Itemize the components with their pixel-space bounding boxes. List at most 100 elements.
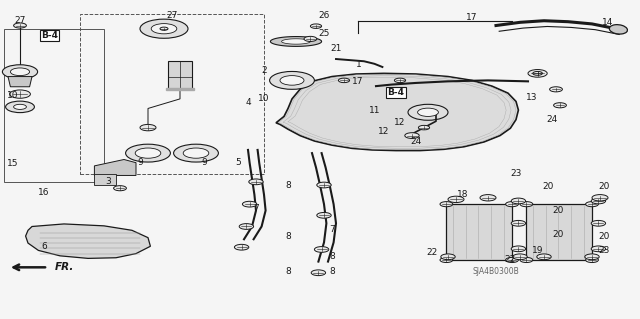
- Text: 20: 20: [542, 182, 554, 191]
- Polygon shape: [282, 39, 310, 44]
- Circle shape: [550, 87, 563, 92]
- Text: 17: 17: [467, 13, 477, 22]
- Circle shape: [3, 65, 38, 79]
- Circle shape: [591, 220, 605, 226]
- Circle shape: [591, 246, 605, 252]
- Text: 16: 16: [38, 189, 50, 197]
- Text: 21: 21: [330, 44, 342, 53]
- Circle shape: [520, 257, 532, 263]
- Circle shape: [13, 23, 26, 28]
- Bar: [80, 14, 264, 174]
- Bar: [4, 29, 104, 182]
- Bar: [526, 204, 592, 260]
- Circle shape: [585, 254, 599, 260]
- Circle shape: [339, 78, 349, 83]
- Circle shape: [125, 144, 170, 162]
- Text: 26: 26: [318, 11, 330, 20]
- Circle shape: [269, 71, 314, 89]
- Text: 7: 7: [329, 225, 335, 234]
- Circle shape: [586, 257, 598, 263]
- Circle shape: [114, 186, 127, 191]
- Ellipse shape: [609, 25, 627, 34]
- Circle shape: [586, 202, 598, 207]
- Circle shape: [234, 244, 249, 250]
- Text: 8: 8: [285, 232, 291, 241]
- Circle shape: [480, 195, 496, 201]
- Circle shape: [417, 108, 438, 116]
- Text: 7: 7: [253, 204, 259, 213]
- Circle shape: [10, 68, 29, 76]
- Text: 24: 24: [547, 115, 557, 124]
- Text: 23: 23: [510, 169, 522, 178]
- Text: 12: 12: [378, 127, 390, 136]
- Text: 8: 8: [285, 181, 291, 189]
- Circle shape: [592, 195, 608, 201]
- Text: 15: 15: [7, 159, 19, 168]
- Circle shape: [440, 202, 453, 207]
- Circle shape: [10, 90, 31, 98]
- Text: 8: 8: [329, 267, 335, 276]
- Circle shape: [160, 27, 168, 30]
- Circle shape: [591, 198, 605, 204]
- Bar: [447, 204, 512, 260]
- Text: 8: 8: [285, 267, 291, 276]
- Text: 9: 9: [201, 158, 207, 167]
- Polygon shape: [276, 73, 518, 151]
- Circle shape: [314, 247, 329, 252]
- Text: 18: 18: [457, 190, 468, 199]
- Text: 22: 22: [505, 255, 516, 263]
- Text: B-4: B-4: [387, 88, 404, 97]
- Text: 27: 27: [14, 16, 26, 25]
- Circle shape: [511, 220, 525, 226]
- Text: 5: 5: [236, 158, 241, 167]
- Text: 23: 23: [598, 246, 610, 255]
- Circle shape: [419, 125, 429, 130]
- Text: FR.: FR.: [54, 262, 74, 272]
- Circle shape: [310, 24, 322, 28]
- Circle shape: [441, 254, 455, 260]
- Circle shape: [249, 179, 263, 185]
- Polygon shape: [271, 37, 322, 46]
- Text: 4: 4: [245, 98, 251, 107]
- Circle shape: [506, 257, 518, 263]
- Text: 25: 25: [318, 29, 330, 38]
- Circle shape: [513, 254, 527, 260]
- Text: 22: 22: [426, 248, 438, 257]
- Circle shape: [511, 198, 525, 204]
- Circle shape: [520, 202, 532, 207]
- Circle shape: [243, 201, 257, 207]
- Text: 1: 1: [356, 60, 361, 69]
- Circle shape: [317, 182, 332, 188]
- Text: 27: 27: [166, 11, 178, 20]
- Text: 6: 6: [41, 242, 47, 251]
- Polygon shape: [166, 88, 193, 90]
- Text: 12: 12: [394, 118, 406, 127]
- Polygon shape: [8, 77, 32, 87]
- Text: 19: 19: [532, 246, 543, 255]
- Text: 10: 10: [259, 94, 269, 103]
- Polygon shape: [95, 160, 136, 175]
- Text: 13: 13: [526, 93, 538, 102]
- Circle shape: [408, 104, 448, 120]
- Circle shape: [183, 148, 209, 158]
- Text: 20: 20: [598, 232, 610, 241]
- Circle shape: [528, 70, 547, 77]
- Text: SJA4B0300B: SJA4B0300B: [472, 267, 520, 276]
- Circle shape: [173, 144, 218, 162]
- Circle shape: [304, 36, 317, 41]
- Text: 20: 20: [553, 230, 564, 239]
- Circle shape: [13, 104, 26, 109]
- Text: B-4: B-4: [41, 31, 58, 40]
- Polygon shape: [26, 224, 150, 258]
- Circle shape: [554, 103, 566, 108]
- Circle shape: [135, 148, 161, 158]
- Circle shape: [311, 270, 326, 276]
- Text: 11: 11: [369, 106, 380, 115]
- Circle shape: [533, 71, 543, 75]
- Circle shape: [394, 78, 406, 83]
- Text: 14: 14: [602, 18, 614, 27]
- Circle shape: [537, 254, 551, 260]
- Text: 9: 9: [137, 158, 143, 167]
- Circle shape: [317, 212, 332, 218]
- Text: 24: 24: [410, 137, 422, 146]
